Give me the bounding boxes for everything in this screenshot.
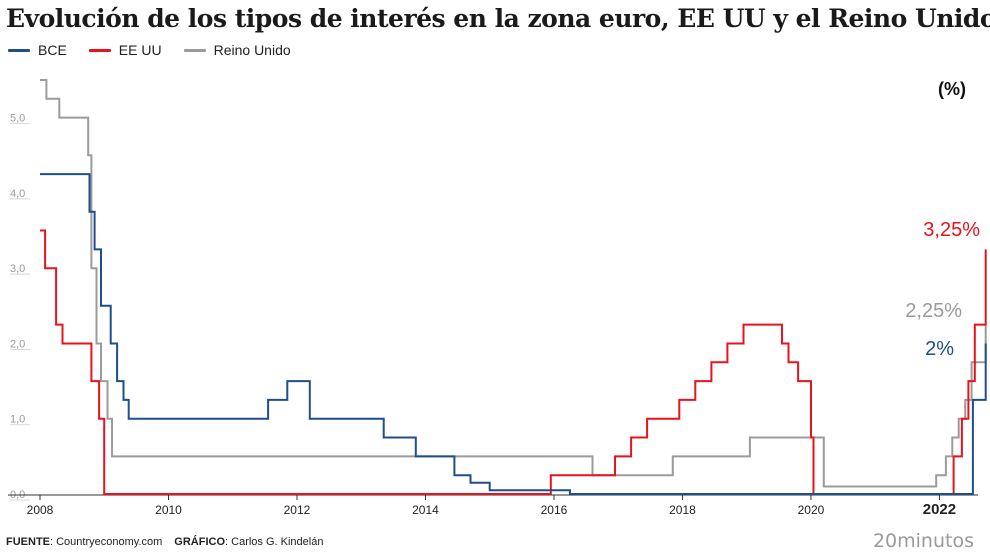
y-tick-label: 1,0	[10, 414, 25, 426]
end-label-eeuu: 3,25%	[923, 219, 980, 241]
source-label: FUENTE	[6, 536, 50, 548]
x-tick-label: 2014	[412, 503, 439, 517]
legend-swatch-bce	[8, 48, 30, 52]
x-tick-label: 2012	[284, 503, 311, 517]
y-tick-label: 3,0	[10, 263, 25, 275]
legend-label-eeuu: EE UU	[118, 42, 162, 58]
y-tick-label: 5,0	[10, 113, 25, 125]
unit-label: (%)	[938, 79, 966, 99]
legend-label-bce: BCE	[38, 42, 67, 58]
x-tick-label: 2010	[155, 503, 182, 517]
chart-footer: FUENTE: Countryeconomy.com GRÁFICO: Carl…	[6, 536, 323, 548]
legend-swatch-reino-unido	[183, 48, 206, 52]
graphic-value: : Carlos G. Kindelán	[225, 536, 324, 548]
graphic-label: GRÁFICO	[174, 536, 226, 548]
graphic-credit: GRÁFICO: Carlos G. Kindelán	[174, 536, 323, 548]
chart-legend: BCE EE UU Reino Unido	[8, 42, 291, 58]
chart-title: Evolución de los tipos de interés en la …	[6, 4, 990, 33]
x-tick-label: 2022	[923, 501, 956, 518]
y-tick-label: 4,0	[10, 188, 25, 200]
source-credit: FUENTE: Countryeconomy.com	[6, 536, 162, 548]
brand-logo-20minutos: 20minutos	[872, 530, 974, 552]
legend-item-eeuu: EE UU	[88, 42, 162, 58]
series-line-eeuu	[40, 229, 987, 495]
legend-swatch-eeuu	[88, 48, 111, 52]
x-tick-label: 2016	[541, 503, 568, 517]
legend-label-reino-unido: Reino Unido	[213, 42, 291, 58]
end-label-bce: 2%	[925, 338, 954, 360]
source-value: : Countryeconomy.com	[50, 536, 163, 548]
legend-item-reino-unido: Reino Unido	[183, 42, 291, 58]
legend-item-bce: BCE	[8, 42, 67, 58]
x-tick-label: 2020	[798, 503, 825, 517]
y-tick-label: 2,0	[10, 338, 25, 350]
series-line-reino-unido	[40, 79, 987, 488]
x-tick-label: 2008	[27, 503, 54, 517]
series-line-bce	[40, 173, 987, 495]
x-tick-label: 2018	[669, 503, 696, 517]
end-label-reino-unido: 2,25%	[905, 300, 962, 322]
